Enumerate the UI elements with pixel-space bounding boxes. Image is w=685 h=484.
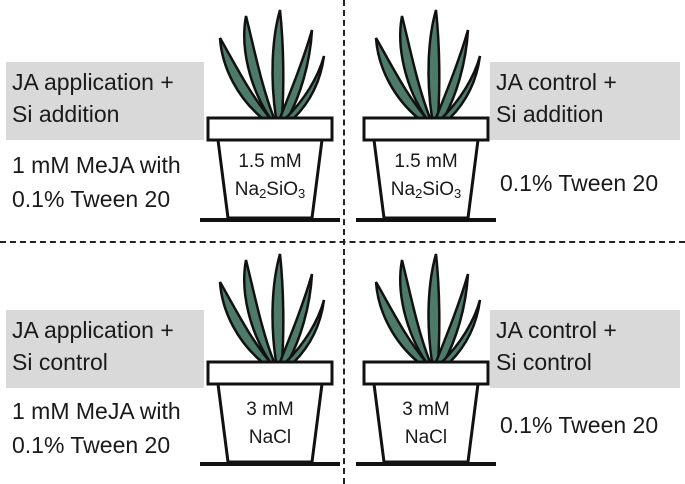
pot-concentration: 3 mM (246, 399, 294, 420)
pot-rim (206, 116, 334, 142)
condition-label-line: Si control (12, 349, 108, 375)
treatment-line: 1 mM MeJA with (12, 398, 181, 424)
condition-label-line: Si addition (12, 101, 120, 127)
condition-label: JA application + Si control (6, 310, 204, 388)
pot-compound: NaCl (248, 427, 292, 448)
pot-concentration: 3 mM (402, 399, 450, 420)
treatment-line: 0.1% Tween 20 (12, 186, 171, 212)
treatment-line: 1 mM MeJA with (12, 152, 181, 178)
pot-solution-label: 3 mM NaCl (210, 396, 330, 452)
pot-concentration: 1.5 mM (238, 151, 302, 172)
condition-label-line: Si control (496, 349, 592, 375)
plant-leaves-icon (218, 253, 326, 364)
pot-compound: NaCl (404, 427, 448, 448)
condition-label-line: Si addition (496, 101, 604, 127)
plant-leaves-icon (374, 9, 482, 120)
pot-compound: Na2SiO3 (390, 179, 462, 201)
pot-solution-label: 3 mM NaCl (366, 396, 486, 452)
potted-plant (356, 9, 496, 222)
pot-rim (206, 360, 334, 386)
condition-label: JA control + Si control (490, 310, 680, 388)
condition-label-line: JA control + (496, 317, 617, 343)
treatment-text: 0.1% Tween 20 (500, 408, 658, 442)
potted-plant (200, 9, 340, 222)
treatment-line: 0.1% Tween 20 (500, 170, 659, 196)
pot-rim (362, 360, 490, 386)
treatment-line: 0.1% Tween 20 (500, 412, 659, 438)
pot-compound: Na2SiO3 (234, 179, 306, 201)
pot-solution-label: 1.5 mM Na2SiO3 (366, 148, 486, 208)
treatment-text: 0.1% Tween 20 (500, 166, 658, 200)
condition-label-line: JA application + (12, 69, 174, 95)
vertical-divider (343, 0, 345, 484)
treatment-text: 1 mM MeJA with 0.1% Tween 20 (12, 394, 181, 462)
plant-leaves-icon (218, 9, 326, 120)
treatment-line: 0.1% Tween 20 (12, 432, 171, 458)
condition-label: JA application + Si addition (6, 62, 204, 140)
horizontal-divider (0, 241, 685, 243)
plant-leaves-icon (374, 253, 482, 364)
pot-rim (362, 116, 490, 142)
potted-plant (200, 253, 340, 466)
condition-label-line: JA control + (496, 69, 617, 95)
condition-label: JA control + Si addition (490, 62, 680, 140)
pot-solution-label: 1.5 mM Na2SiO3 (210, 148, 330, 208)
condition-label-line: JA application + (12, 317, 174, 343)
treatment-text: 1 mM MeJA with 0.1% Tween 20 (12, 148, 181, 216)
pot-concentration: 1.5 mM (394, 151, 458, 172)
potted-plant (356, 253, 496, 466)
